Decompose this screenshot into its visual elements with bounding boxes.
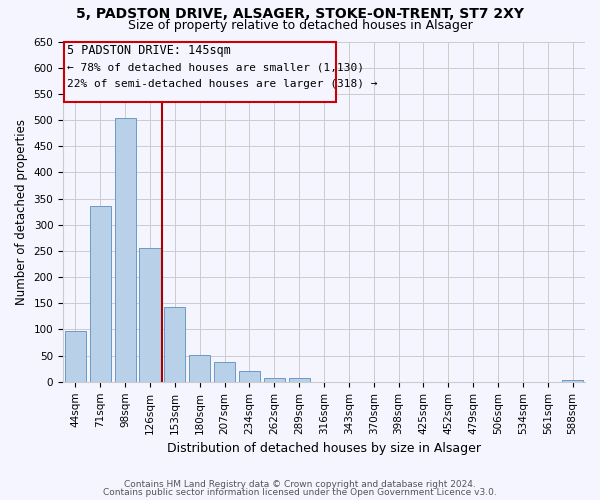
- Bar: [289, 378, 310, 382]
- Text: Size of property relative to detached houses in Alsager: Size of property relative to detached ho…: [128, 18, 472, 32]
- Text: 5, PADSTON DRIVE, ALSAGER, STOKE-ON-TRENT, ST7 2XY: 5, PADSTON DRIVE, ALSAGER, STOKE-ON-TREN…: [76, 8, 524, 22]
- X-axis label: Distribution of detached houses by size in Alsager: Distribution of detached houses by size …: [167, 442, 481, 455]
- Bar: [164, 308, 185, 382]
- Text: ← 78% of detached houses are smaller (1,130): ← 78% of detached houses are smaller (1,…: [67, 62, 364, 72]
- Bar: [239, 371, 260, 382]
- Text: Contains HM Land Registry data © Crown copyright and database right 2024.: Contains HM Land Registry data © Crown c…: [124, 480, 476, 489]
- Text: 5 PADSTON DRIVE: 145sqm: 5 PADSTON DRIVE: 145sqm: [67, 44, 230, 57]
- Bar: [115, 118, 136, 382]
- Bar: [189, 354, 210, 382]
- Bar: [562, 380, 583, 382]
- Y-axis label: Number of detached properties: Number of detached properties: [15, 118, 28, 304]
- Text: 22% of semi-detached houses are larger (318) →: 22% of semi-detached houses are larger (…: [67, 79, 377, 89]
- FancyBboxPatch shape: [64, 42, 337, 102]
- Text: Contains public sector information licensed under the Open Government Licence v3: Contains public sector information licen…: [103, 488, 497, 497]
- Bar: [264, 378, 285, 382]
- Bar: [90, 206, 111, 382]
- Bar: [214, 362, 235, 382]
- Bar: [139, 248, 161, 382]
- Bar: [65, 331, 86, 382]
